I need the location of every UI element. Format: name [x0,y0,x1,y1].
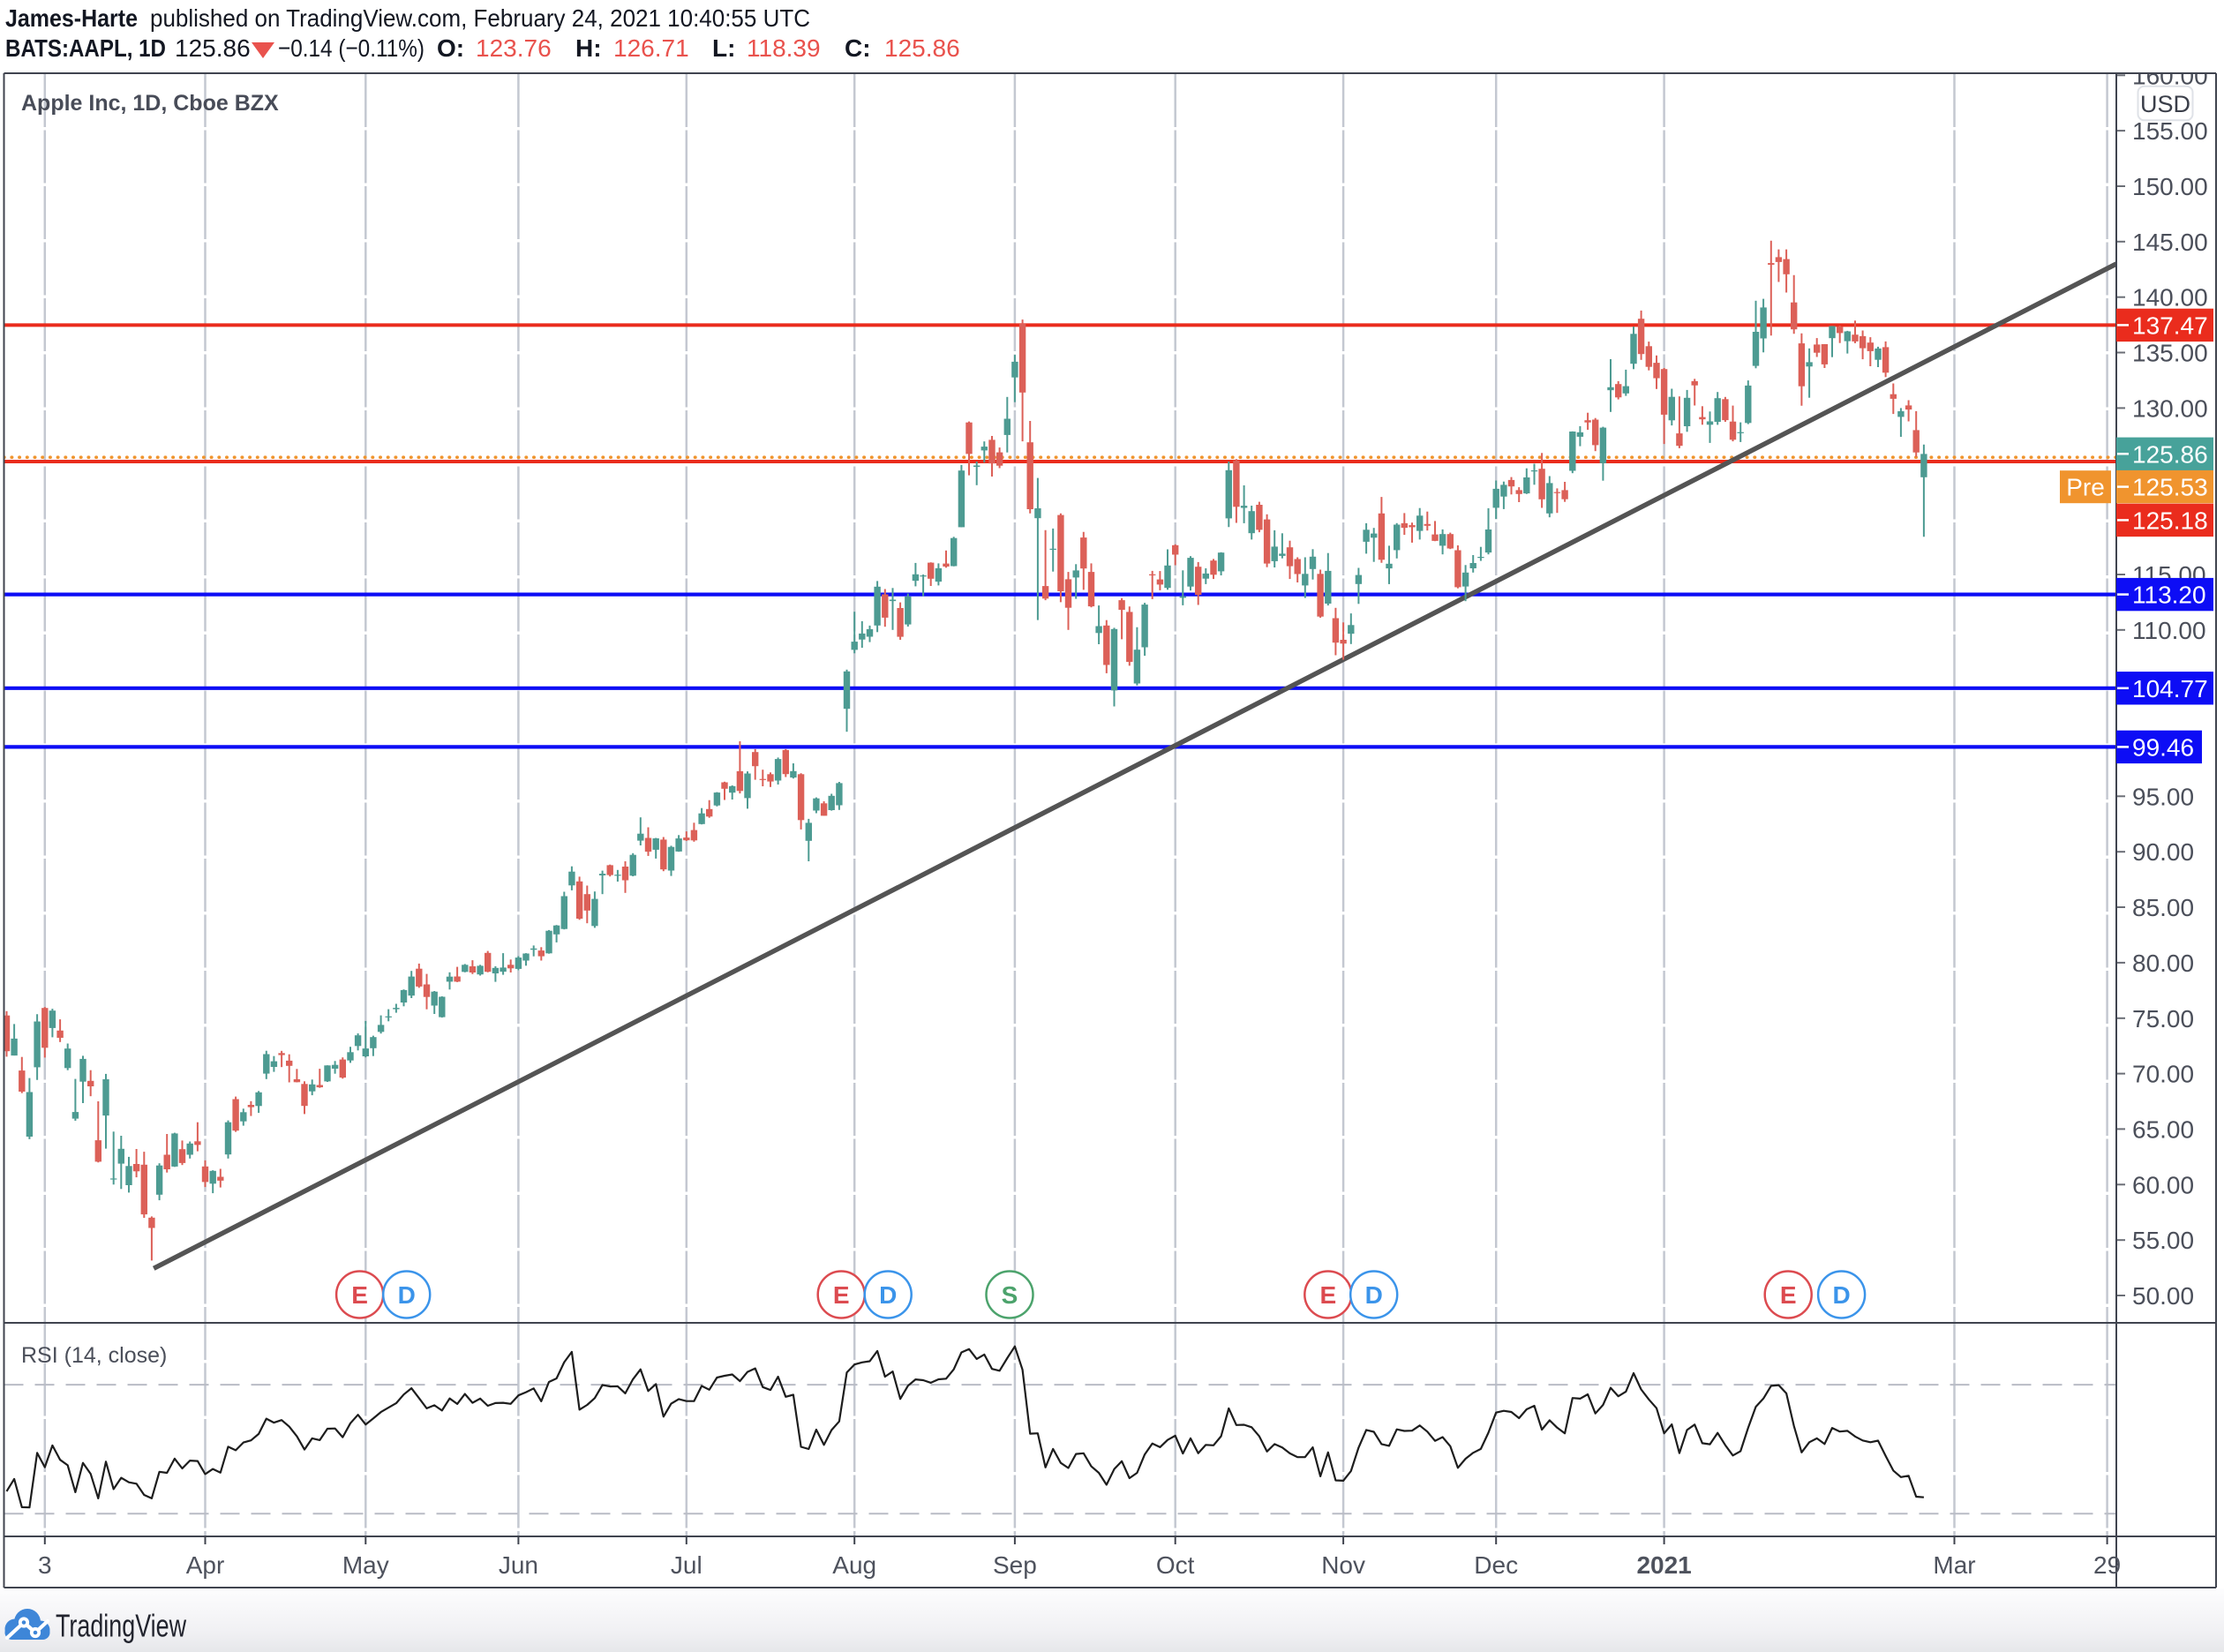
svg-text:Apr: Apr [186,1551,225,1579]
svg-text:RSI (14, close): RSI (14, close) [21,1343,167,1368]
svg-text:150.00: 150.00 [2132,173,2208,200]
svg-text:125.86: 125.86 [884,34,960,62]
svg-text:29: 29 [2093,1551,2121,1579]
svg-text:125.18: 125.18 [2132,507,2208,534]
svg-text:O:: O: [437,34,464,62]
svg-text:Dec: Dec [1474,1551,1518,1579]
svg-text:126.71: 126.71 [613,34,689,62]
svg-text:55.00: 55.00 [2132,1227,2194,1254]
svg-text:135.00: 135.00 [2132,340,2208,367]
svg-text:Apple Inc, 1D, Cboe BZX: Apple Inc, 1D, Cboe BZX [21,91,279,116]
svg-text:E: E [833,1281,850,1309]
svg-text:75.00: 75.00 [2132,1005,2194,1032]
svg-text:125.86: 125.86 [175,34,251,62]
svg-text:D: D [879,1281,897,1309]
svg-text:C:: C: [845,34,871,62]
svg-text:Oct: Oct [1156,1551,1195,1579]
svg-text:90.00: 90.00 [2132,838,2194,866]
svg-text:140.00: 140.00 [2132,284,2208,312]
svg-text:145.00: 145.00 [2132,229,2208,256]
svg-text:E: E [351,1281,368,1309]
svg-text:80.00: 80.00 [2132,950,2194,977]
svg-text:Mar: Mar [1933,1551,1975,1579]
svg-text:137.47: 137.47 [2132,312,2208,339]
svg-text:125.86: 125.86 [2132,440,2208,468]
svg-text:D: D [398,1281,416,1309]
svg-text:BATS:AAPL, 1D: BATS:AAPL, 1D [5,34,166,62]
svg-text:123.76: 123.76 [476,34,552,62]
svg-text:Pre: Pre [2066,474,2105,501]
svg-text:USD: USD [2140,91,2190,117]
svg-text:Nov: Nov [1321,1551,1365,1579]
svg-text:50.00: 50.00 [2132,1282,2194,1310]
svg-text:May: May [342,1551,389,1579]
svg-text:125.53: 125.53 [2132,474,2208,501]
svg-text:Aug: Aug [832,1551,876,1579]
svg-text:110.00: 110.00 [2132,617,2206,644]
svg-text:D: D [1365,1281,1383,1309]
svg-text:85.00: 85.00 [2132,894,2194,921]
svg-text:130.00: 130.00 [2132,394,2208,422]
svg-text:95.00: 95.00 [2132,783,2194,810]
svg-text:Sep: Sep [993,1551,1037,1579]
svg-text:Jun: Jun [499,1551,538,1579]
svg-text:99.46: 99.46 [2132,733,2194,761]
svg-text:3: 3 [38,1551,52,1579]
svg-text:H:: H: [575,34,602,62]
svg-text:−0.14 (−0.11%): −0.14 (−0.11%) [278,34,425,62]
svg-text:155.00: 155.00 [2132,117,2208,145]
svg-text:E: E [1780,1281,1797,1309]
svg-text:L:: L: [712,34,735,62]
svg-text:70.00: 70.00 [2132,1061,2194,1088]
svg-text:TradingView: TradingView [56,1608,187,1644]
svg-text:60.00: 60.00 [2132,1171,2194,1198]
svg-text:113.20: 113.20 [2132,582,2206,609]
svg-text:S: S [1002,1281,1018,1309]
svg-text:104.77: 104.77 [2132,675,2208,702]
svg-text:D: D [1832,1281,1850,1309]
svg-text:Jul: Jul [671,1551,703,1579]
svg-text:65.00: 65.00 [2132,1115,2194,1143]
svg-text:2021: 2021 [1636,1551,1691,1579]
svg-text:118.39: 118.39 [747,34,821,62]
svg-text:E: E [1319,1281,1336,1309]
